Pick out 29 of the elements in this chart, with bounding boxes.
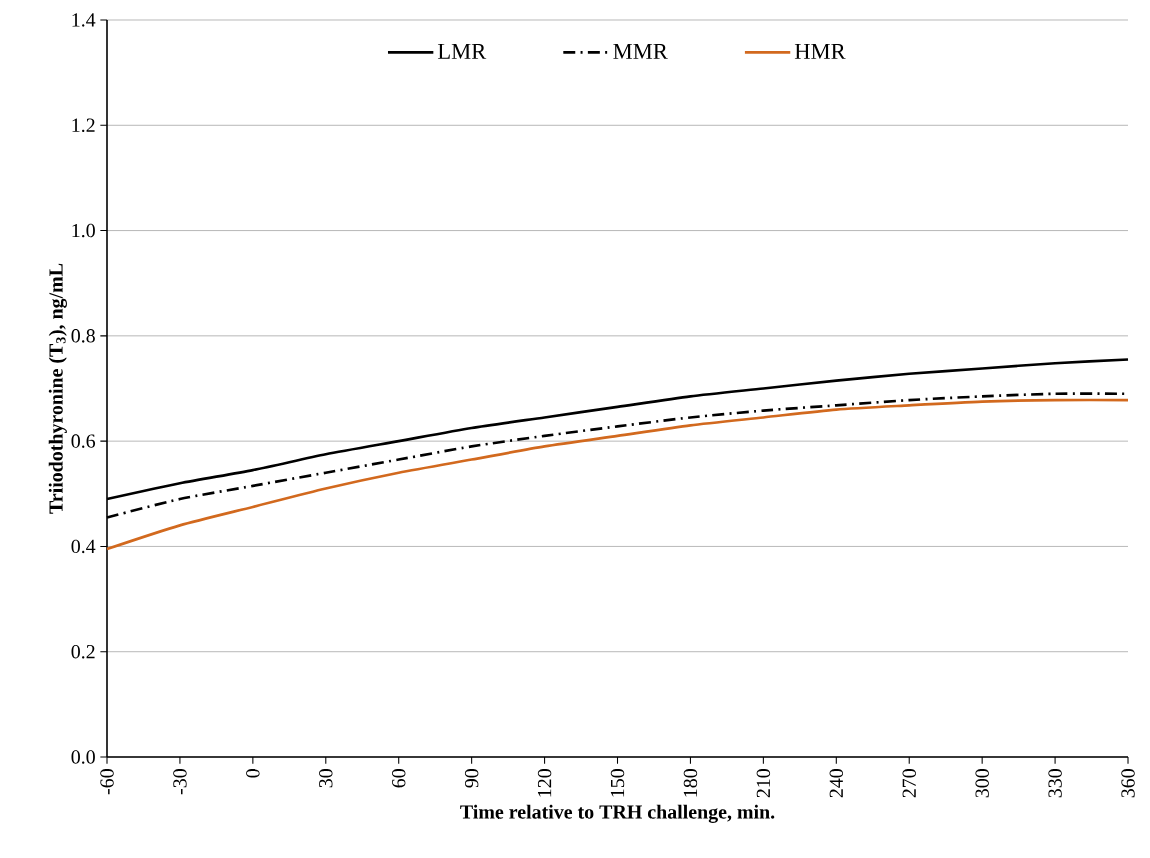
x-tick-label: 210 xyxy=(756,769,771,798)
y-tick-label: 0.2 xyxy=(71,644,95,659)
x-tick-label: 60 xyxy=(392,769,406,788)
y-axis-title: Triiodothyronine (T$_{3}$), ng/mL xyxy=(48,263,67,514)
x-tick-label: 120 xyxy=(537,769,552,797)
x-tick-label: 90 xyxy=(464,769,479,788)
y-tick-label: 0.6 xyxy=(71,434,96,448)
y-tick-label: 1.4 xyxy=(72,13,96,27)
x-tick-label: 30 xyxy=(319,769,333,788)
x-tick-label: 300 xyxy=(975,769,989,798)
x-tick-label: 180 xyxy=(683,769,698,797)
x-tick-label: -30 xyxy=(173,769,187,795)
x-tick-label: -60 xyxy=(100,769,114,795)
x-tick-label: 240 xyxy=(829,769,844,798)
x-axis-title: Time relative to TRH challenge, min. xyxy=(460,804,775,823)
x-tick-label: 270 xyxy=(902,769,916,798)
x-tick-label: 0 xyxy=(246,769,260,778)
x-tick-label: 330 xyxy=(1048,769,1062,798)
x-tick-label: 360 xyxy=(1121,769,1135,798)
y-tick-label: 1.0 xyxy=(72,223,95,238)
x-tick-label: 150 xyxy=(610,769,625,797)
legend-label: MMR xyxy=(613,43,668,59)
y-tick-label: 0.4 xyxy=(71,539,96,554)
y-tick-label: 0.8 xyxy=(71,329,95,343)
legend-label: LMR xyxy=(437,43,487,59)
legend-label: HMR xyxy=(794,43,846,59)
y-tick-label: 1.2 xyxy=(72,118,95,133)
y-tick-label: 0.0 xyxy=(71,750,95,764)
line-series xyxy=(105,398,1130,551)
